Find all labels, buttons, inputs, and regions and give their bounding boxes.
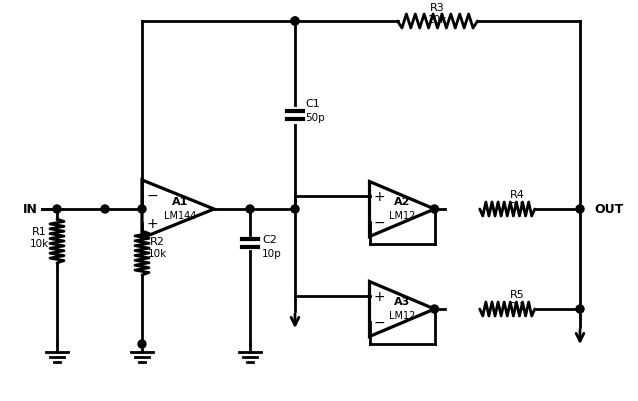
Circle shape [138,205,146,213]
Text: 10p: 10p [262,248,282,258]
Circle shape [291,205,299,213]
Text: R2: R2 [149,237,165,246]
Circle shape [138,340,146,348]
Circle shape [101,205,109,213]
Text: −: − [146,188,158,203]
Text: LM12: LM12 [389,310,415,320]
Text: A1: A1 [172,196,188,207]
Text: −: − [374,215,385,229]
Text: 10k: 10k [147,248,167,258]
Text: C2: C2 [262,235,277,244]
Circle shape [53,205,61,213]
Circle shape [431,205,438,213]
Text: LM12: LM12 [389,211,415,221]
Text: R1: R1 [32,227,47,237]
Text: 50p: 50p [305,113,325,123]
Circle shape [291,18,299,26]
Text: LM144: LM144 [164,211,197,221]
Text: OUT: OUT [594,203,623,216]
Circle shape [431,305,438,313]
Text: 0.1: 0.1 [509,301,526,311]
Text: 0.1: 0.1 [509,201,526,211]
Text: +: + [374,289,385,303]
Text: A3: A3 [394,296,410,306]
Text: R5: R5 [510,289,524,299]
Text: IN: IN [23,203,38,216]
Text: −: − [374,315,385,329]
Text: +: + [374,190,385,203]
Text: A2: A2 [394,196,410,207]
Circle shape [576,205,584,213]
Text: C1: C1 [305,99,320,109]
Circle shape [291,18,299,26]
Text: 10k: 10k [29,239,48,248]
Text: R4: R4 [510,190,524,200]
Text: +: + [146,217,158,231]
Text: R3: R3 [430,3,445,13]
Text: 10k: 10k [428,15,447,25]
Circle shape [246,205,254,213]
Circle shape [576,305,584,313]
